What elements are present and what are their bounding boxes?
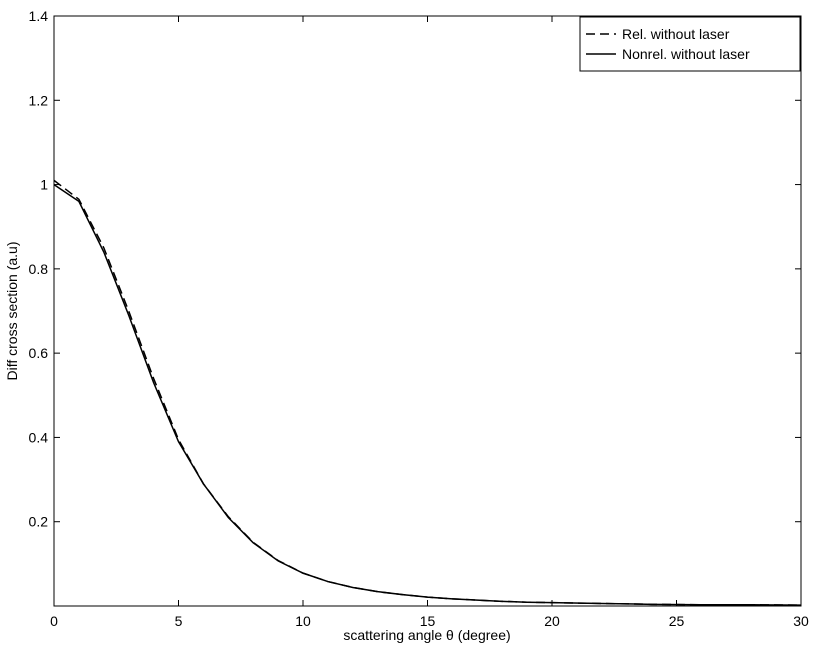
legend-label: Nonrel. without laser — [622, 46, 750, 62]
y-tick-label: 1.4 — [29, 8, 49, 24]
x-tick-label: 15 — [420, 613, 436, 629]
plot-frame — [53, 15, 802, 607]
y-axis-label: Diff cross section (a.u) — [4, 241, 20, 380]
y-tick-label: 1.2 — [29, 92, 49, 108]
y-tick-label: 0.6 — [29, 345, 49, 361]
series-line — [53, 183, 802, 606]
legend-box — [579, 16, 801, 72]
legend-label: Rel. without laser — [622, 26, 730, 42]
y-tick-label: 0.4 — [29, 429, 49, 445]
x-tick-label: 25 — [669, 613, 685, 629]
series-line — [53, 179, 802, 606]
x-tick-label: 10 — [295, 613, 311, 629]
x-tick-label: 30 — [793, 613, 809, 629]
x-tick-label: 5 — [175, 613, 183, 629]
x-axis-label: scattering angle θ (degree) — [343, 627, 510, 643]
y-tick-label: 1 — [40, 177, 48, 193]
y-tick-label: 0.2 — [29, 514, 49, 530]
y-tick-label: 0.8 — [29, 261, 49, 277]
x-tick-label: 0 — [50, 613, 58, 629]
x-tick-label: 20 — [544, 613, 560, 629]
